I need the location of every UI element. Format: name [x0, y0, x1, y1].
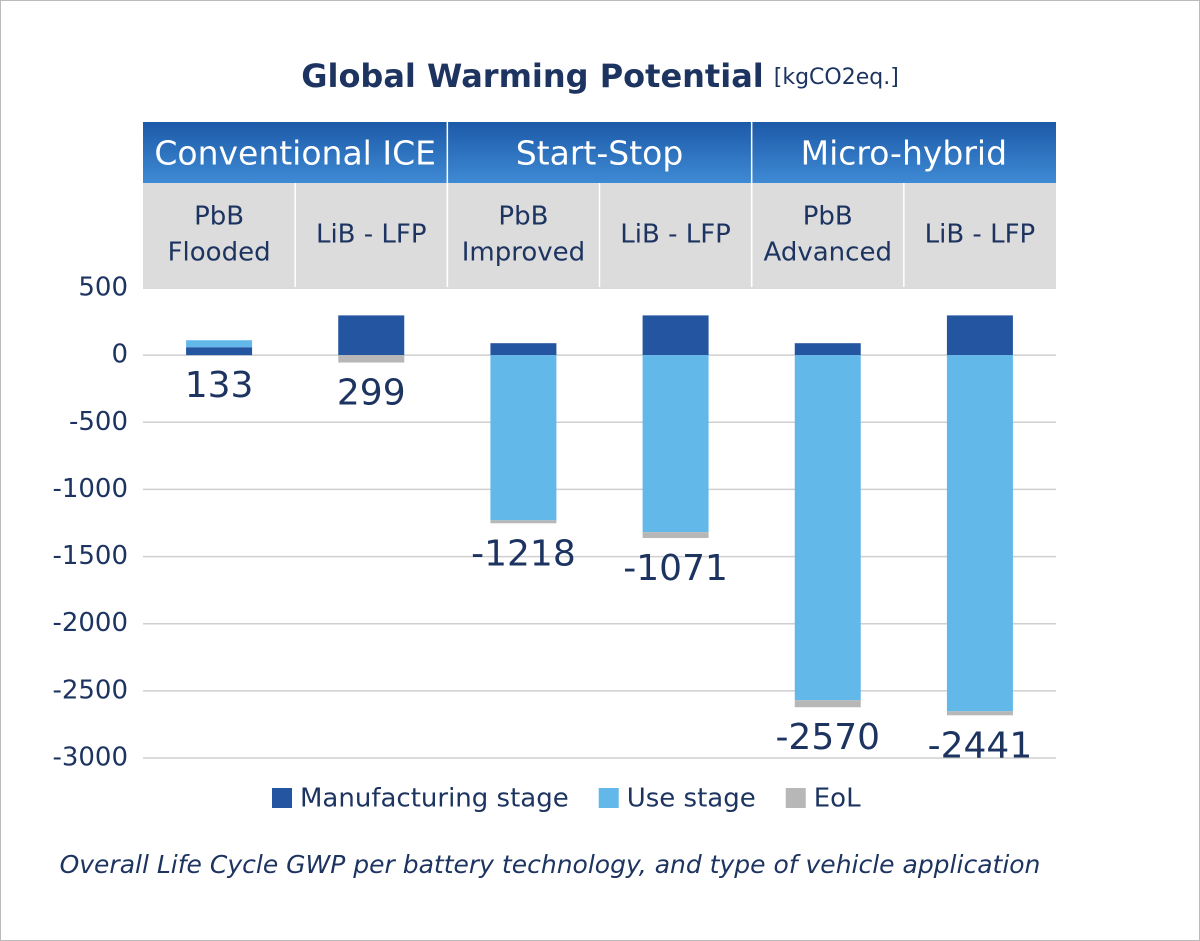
category-label: PbB — [194, 202, 244, 232]
legend-label: EoL — [814, 784, 861, 814]
category-header — [295, 183, 448, 287]
group-label: Conventional ICE — [154, 134, 436, 173]
title-main: Global Warming Potential — [301, 57, 764, 95]
bar-segment — [794, 355, 861, 701]
bar-segment — [338, 355, 405, 363]
bar-segment — [946, 355, 1013, 712]
total-label: 299 — [337, 373, 406, 414]
category-label: LiB - LFP — [620, 220, 731, 250]
legend-label: Use stage — [627, 784, 756, 814]
y-tick-label: -500 — [69, 407, 128, 437]
total-label: -2570 — [775, 717, 880, 758]
category-header — [903, 183, 1056, 287]
bar-segment — [490, 520, 557, 524]
category-label: PbB — [498, 202, 548, 232]
bar-segment — [642, 355, 709, 533]
category-label: Flooded — [168, 238, 271, 268]
bar-segment — [642, 315, 709, 356]
y-tick-label: -2000 — [52, 608, 128, 638]
group-label: Start-Stop — [516, 134, 684, 173]
title-unit: [kgCO2eq.] — [774, 65, 899, 90]
group-header — [447, 122, 752, 183]
y-tick-label: -3000 — [52, 743, 128, 773]
chart-title: Global Warming Potential [kgCO2eq.] — [301, 57, 899, 95]
bar-segment — [794, 700, 861, 708]
bar-segment — [490, 343, 557, 356]
caption: Overall Life Cycle GWP per battery techn… — [60, 850, 1041, 879]
group-header — [751, 122, 1056, 183]
total-label: -1071 — [623, 548, 728, 589]
y-tick-label: 0 — [111, 340, 128, 370]
bar-segment — [794, 343, 861, 356]
category-label: LiB - LFP — [925, 220, 1036, 250]
total-label: -2441 — [928, 725, 1033, 766]
y-tick-label: -1000 — [52, 474, 128, 504]
legend-swatch — [598, 788, 619, 808]
y-tick-label: -1500 — [52, 541, 128, 571]
bar-segment — [338, 315, 405, 356]
category-header — [751, 183, 904, 287]
category-label: LiB - LFP — [316, 220, 427, 250]
category-label: Improved — [462, 238, 585, 268]
category-header — [599, 183, 752, 287]
bar-segment — [186, 340, 253, 348]
category-header — [143, 183, 296, 287]
bar-segment — [642, 532, 709, 539]
category-label: PbB — [803, 202, 853, 232]
category-header — [447, 183, 600, 287]
total-label: 133 — [185, 365, 254, 406]
total-label: -1218 — [471, 533, 576, 574]
legend-swatch — [785, 788, 806, 808]
bar-segment — [490, 355, 557, 521]
group-label: Micro-hybrid — [801, 134, 1007, 173]
legend-label: Manufacturing stage — [300, 784, 569, 814]
bar-segment — [946, 711, 1013, 716]
y-tick-label: -2500 — [52, 675, 128, 705]
bar-segment — [946, 315, 1013, 356]
y-tick-label: 500 — [78, 273, 128, 303]
legend-swatch — [272, 788, 292, 808]
bar-segment — [186, 347, 253, 356]
group-header — [143, 122, 448, 183]
category-label: Advanced — [764, 238, 892, 268]
